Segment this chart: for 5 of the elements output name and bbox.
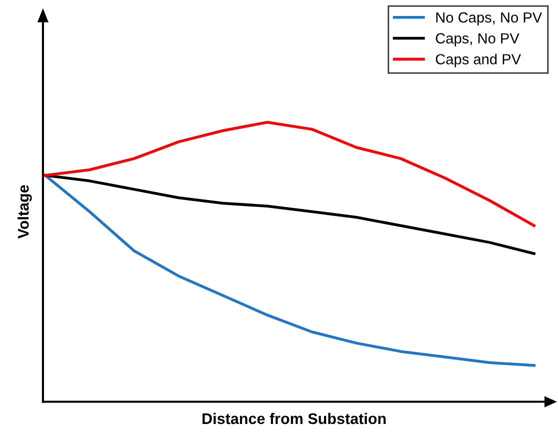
legend-label: Caps and PV	[436, 54, 521, 68]
legend-label: Caps, No PV	[436, 33, 520, 46]
legend-label: No Caps, No PV	[436, 12, 542, 26]
y-axis-title: Voltage	[18, 185, 32, 239]
x-axis-title: Distance from Substation	[202, 412, 386, 424]
